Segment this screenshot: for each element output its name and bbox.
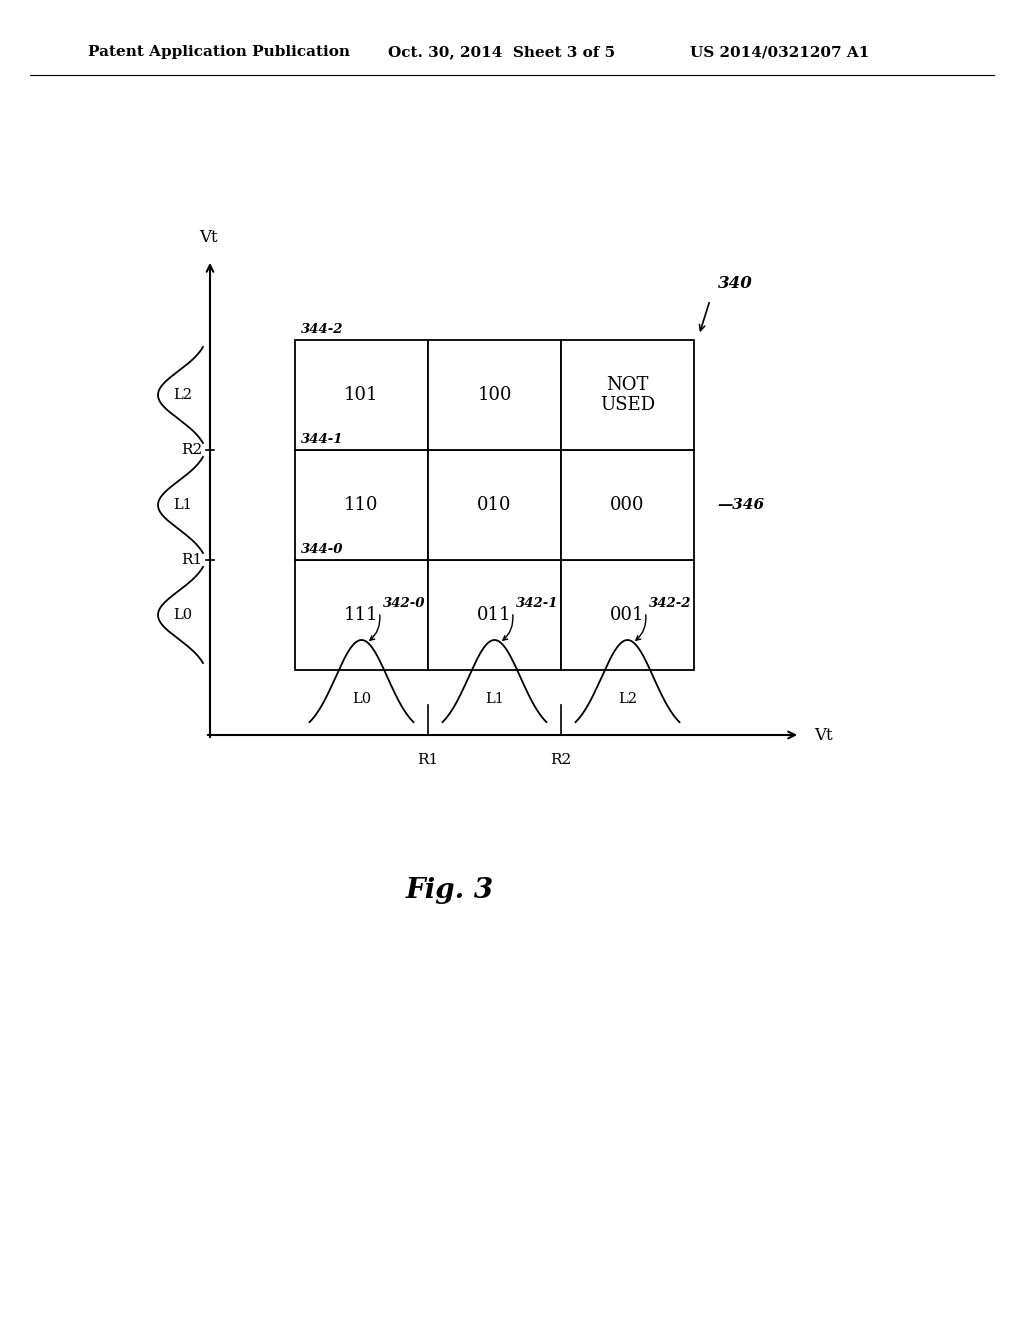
Text: 342-2: 342-2 bbox=[648, 597, 691, 610]
Text: L0: L0 bbox=[173, 609, 193, 622]
Text: 344-0: 344-0 bbox=[301, 543, 343, 556]
Bar bbox=[561, 450, 694, 560]
Text: R2: R2 bbox=[181, 444, 202, 457]
Bar bbox=[428, 450, 561, 560]
Text: 110: 110 bbox=[344, 496, 379, 513]
Text: 111: 111 bbox=[344, 606, 379, 624]
Text: Vt: Vt bbox=[199, 228, 217, 246]
Text: 342-1: 342-1 bbox=[515, 597, 558, 610]
Text: 011: 011 bbox=[477, 606, 512, 624]
Text: 001: 001 bbox=[610, 606, 645, 624]
Bar bbox=[561, 560, 694, 671]
Text: —346: —346 bbox=[717, 498, 764, 512]
Text: L2: L2 bbox=[618, 692, 637, 706]
Text: NOT
USED: NOT USED bbox=[600, 376, 655, 414]
Bar bbox=[428, 560, 561, 671]
Text: Fig. 3: Fig. 3 bbox=[406, 876, 494, 903]
Text: R1: R1 bbox=[181, 553, 202, 568]
Text: Patent Application Publication: Patent Application Publication bbox=[88, 45, 350, 59]
Bar bbox=[428, 341, 561, 450]
Text: 340: 340 bbox=[718, 275, 753, 292]
Bar bbox=[295, 341, 428, 450]
Text: 101: 101 bbox=[344, 385, 379, 404]
Text: L2: L2 bbox=[173, 388, 193, 403]
Text: 010: 010 bbox=[477, 496, 512, 513]
Text: 344-2: 344-2 bbox=[301, 323, 343, 337]
Text: 000: 000 bbox=[610, 496, 645, 513]
Text: L1: L1 bbox=[485, 692, 504, 706]
Text: Vt: Vt bbox=[814, 726, 833, 743]
Bar bbox=[561, 341, 694, 450]
Text: L1: L1 bbox=[173, 498, 193, 512]
Text: 344-1: 344-1 bbox=[301, 433, 343, 446]
Text: R2: R2 bbox=[550, 752, 571, 767]
Text: L0: L0 bbox=[352, 692, 371, 706]
Bar bbox=[295, 560, 428, 671]
Text: 100: 100 bbox=[477, 385, 512, 404]
Text: US 2014/0321207 A1: US 2014/0321207 A1 bbox=[690, 45, 869, 59]
Bar bbox=[295, 450, 428, 560]
Text: Oct. 30, 2014  Sheet 3 of 5: Oct. 30, 2014 Sheet 3 of 5 bbox=[388, 45, 615, 59]
Text: 342-0: 342-0 bbox=[383, 597, 425, 610]
Text: R1: R1 bbox=[418, 752, 438, 767]
